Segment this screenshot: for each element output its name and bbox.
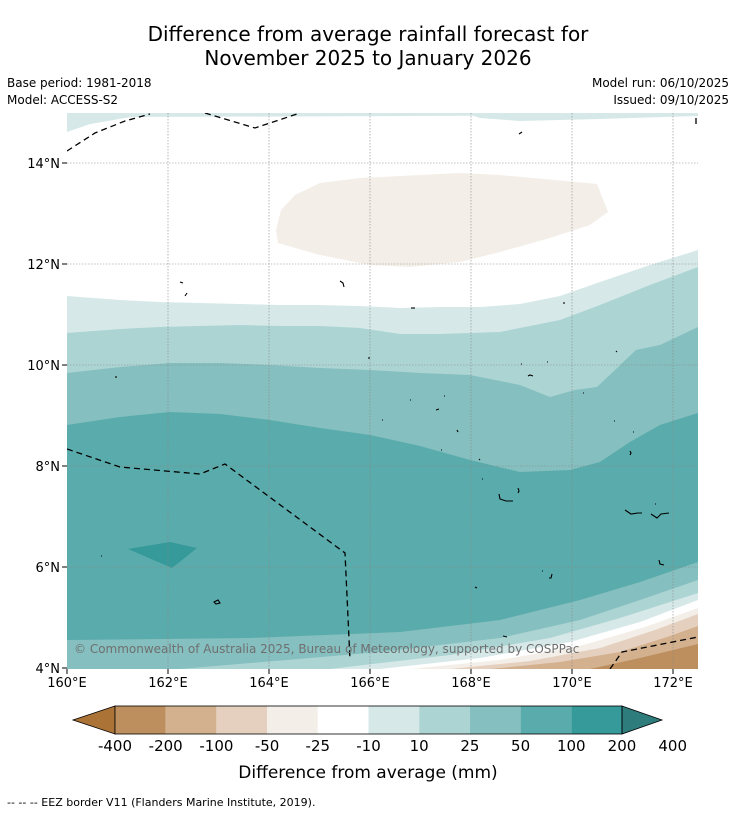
colorbar-tick-label: 25: [460, 737, 479, 755]
title-line-2: November 2025 to January 2026: [204, 46, 532, 70]
colorbar-tick-label: 10: [410, 737, 429, 755]
lat-label-6n: 6°N: [36, 561, 61, 576]
colorbar-tick-label: -25: [306, 737, 331, 755]
colorbar-tick-label: 200: [608, 737, 637, 755]
meta-right: Model run: 06/10/2025 Issued: 09/10/2025: [592, 75, 729, 109]
colorbar-swatch: [571, 706, 622, 734]
map-title: Difference from average rainfall forecas…: [0, 22, 736, 70]
latitude-axis: 14°N 12°N 10°N 8°N 6°N 4°N: [27, 157, 67, 677]
colorbar-tick-label: -200: [149, 737, 183, 755]
colorbar-swatch: [419, 706, 470, 734]
graticule: [67, 113, 698, 669]
colorbar-arrow-low: [71, 705, 116, 735]
lon-label-166e: 166°E: [350, 676, 390, 691]
colorbar-frame: [114, 705, 623, 735]
meta-left: Base period: 1981-2018 Model: ACCESS-S2: [7, 75, 152, 109]
dry-patch-north: [276, 173, 608, 267]
lon-label-172e: 172°E: [653, 676, 693, 691]
band-10-25-top-strip: [465, 113, 698, 121]
colorbar-swatch: [520, 706, 572, 734]
lat-label-8n: 8°N: [36, 460, 61, 475]
colorbar-tick-label: 400: [658, 737, 687, 755]
lat-label-10n: 10°N: [27, 359, 60, 374]
south-band-dry-100-200: [590, 644, 698, 669]
title-line-1: Difference from average rainfall forecas…: [147, 22, 589, 46]
lat-label-14n: 14°N: [27, 157, 60, 172]
eez-border: [67, 113, 698, 669]
map-figure: © Commonwealth of Australia 2025, Bureau…: [27, 113, 698, 783]
lon-label-160e: 160°E: [47, 676, 87, 691]
band-10-25-nw-corner: [67, 113, 150, 130]
copyright-notice: © Commonwealth of Australia 2025, Bureau…: [74, 642, 579, 656]
colorbar-arrow-high: [621, 705, 664, 735]
lat-label-4n: 4°N: [36, 662, 61, 677]
colorbar-swatch: [469, 706, 521, 734]
colorbar-swatch: [115, 706, 166, 734]
lon-label-164e: 164°E: [249, 676, 289, 691]
colorbar-tick-label: 50: [511, 737, 530, 755]
islands: [101, 131, 670, 638]
eez-footnote: -- -- -- EEZ border V11 (Flanders Marine…: [7, 796, 316, 809]
model-name: Model: ACCESS-S2: [7, 93, 119, 107]
colorbar-swatch: [216, 706, 268, 734]
colorbar-tick-label: -100: [199, 737, 233, 755]
lon-label-162e: 162°E: [148, 676, 188, 691]
colorbar-swatch: [317, 706, 369, 734]
lon-label-170e: 170°E: [552, 676, 592, 691]
longitude-axis: 160°E 162°E 164°E 166°E 168°E 170°E 172°…: [47, 669, 693, 691]
base-period: Base period: 1981-2018: [7, 76, 152, 90]
issued-date: Issued: 09/10/2025: [613, 93, 729, 107]
colorbar-tick-label: -400: [98, 737, 132, 755]
colorbar-label: Difference from average (mm): [238, 763, 497, 783]
colorbar-tick-label: -10: [356, 737, 381, 755]
colorbar-tick-label: -50: [255, 737, 280, 755]
colorbar: -400 -200 -100 -50 -25 -10 10 25 50 100 200 400: [71, 705, 687, 755]
lat-label-12n: 12°N: [27, 258, 60, 273]
lon-label-168e: 168°E: [451, 676, 491, 691]
colorbar-swatch: [267, 706, 318, 734]
colorbar-swatch: [165, 706, 217, 734]
colorbar-tick-label: 100: [557, 737, 586, 755]
colorbar-swatch: [368, 706, 420, 734]
rainfall-field: [67, 113, 698, 669]
band-200-400-patch: [128, 542, 197, 568]
model-run: Model run: 06/10/2025: [591, 76, 729, 90]
